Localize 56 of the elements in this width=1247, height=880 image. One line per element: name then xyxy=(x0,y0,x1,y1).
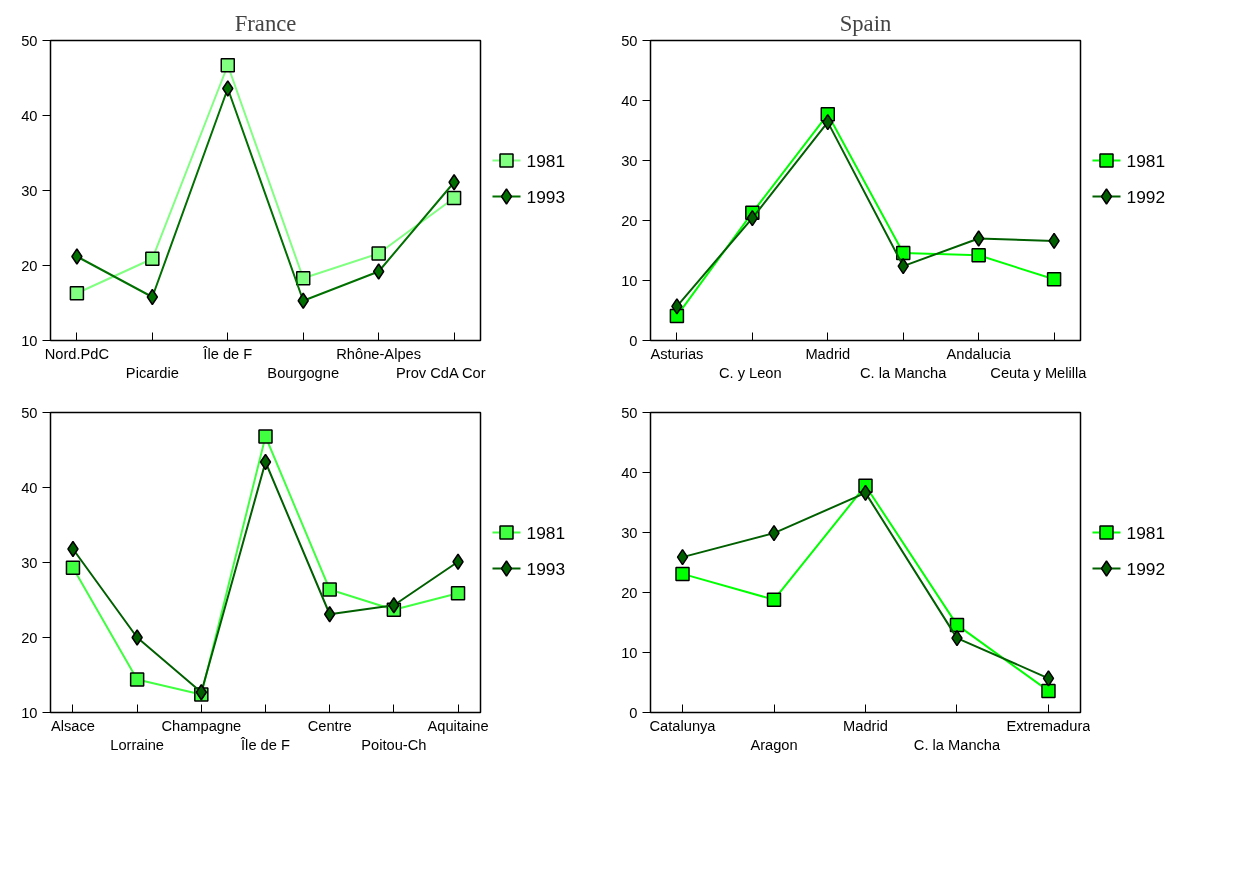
y-tick-label: 50 xyxy=(621,32,638,49)
legend-label: 1981 xyxy=(1126,522,1166,543)
legend-label: 1992 xyxy=(1126,558,1166,579)
x-tick-label: Picardie xyxy=(125,364,179,381)
y-tick-label: 40 xyxy=(621,464,638,481)
x-tick-label: Aquitaine xyxy=(427,717,489,734)
y-tick-label: 20 xyxy=(621,212,638,229)
x-tick-label: Ceuta y Melilla xyxy=(990,364,1088,381)
x-tick-label: Île de F xyxy=(240,736,290,753)
x-tick-label: C. la Mancha xyxy=(860,364,948,381)
y-tick-label: 0 xyxy=(629,332,638,349)
x-tick-label: Extremadura xyxy=(1006,717,1092,734)
x-tick-label: Alsace xyxy=(50,717,95,734)
x-tick-label: Madrid xyxy=(805,345,851,362)
chart-title: France xyxy=(234,10,297,36)
x-tick-label: Madrid xyxy=(843,717,888,734)
x-tick-label: Catalunya xyxy=(649,717,717,734)
x-tick-label: Andalucia xyxy=(946,345,1012,362)
y-tick-label: 50 xyxy=(21,404,38,421)
x-tick-label: Centre xyxy=(307,717,352,734)
y-tick-label: 10 xyxy=(621,644,638,661)
y-tick-label: 40 xyxy=(21,479,38,496)
y-tick-label: 20 xyxy=(21,257,38,274)
y-tick-label: 50 xyxy=(621,404,638,421)
x-tick-label: Prov CdA Cor xyxy=(396,364,486,381)
y-tick-label: 10 xyxy=(621,272,638,289)
y-tick-label: 30 xyxy=(621,152,638,169)
y-tick-label: 0 xyxy=(629,704,638,721)
legend-label: 1993 xyxy=(526,186,566,207)
y-tick-label: 10 xyxy=(21,332,38,349)
x-tick-label: Aragon xyxy=(750,736,798,753)
x-tick-label: Nord.PdC xyxy=(44,345,110,362)
x-tick-label: Bourgogne xyxy=(267,364,340,381)
x-tick-label: C. la Mancha xyxy=(913,736,1002,753)
legend-label: 1981 xyxy=(526,150,566,171)
x-tick-label: Île de F xyxy=(202,345,253,362)
x-tick-label: Rhône-Alpes xyxy=(336,345,422,362)
x-tick-label: Champagne xyxy=(161,717,242,734)
y-tick-label: 40 xyxy=(21,107,38,124)
legend-label: 1981 xyxy=(526,522,566,543)
y-tick-label: 20 xyxy=(21,629,38,646)
legend-label: 1993 xyxy=(526,558,566,579)
y-tick-label: 20 xyxy=(621,584,638,601)
y-tick-label: 50 xyxy=(21,32,38,49)
legend-label: 1981 xyxy=(1126,150,1166,171)
legend-label: 1992 xyxy=(1126,186,1166,207)
chart-title: Spain xyxy=(839,10,892,36)
x-tick-label: Lorraine xyxy=(110,736,165,753)
y-tick-label: 10 xyxy=(21,704,38,721)
y-tick-label: 30 xyxy=(621,524,638,541)
y-tick-label: 40 xyxy=(621,92,638,109)
x-tick-label: C. y Leon xyxy=(718,364,782,381)
y-tick-label: 30 xyxy=(21,182,38,199)
x-tick-label: Poitou-Ch xyxy=(361,736,427,753)
y-tick-label: 30 xyxy=(21,554,38,571)
x-tick-label: Asturias xyxy=(650,345,704,362)
